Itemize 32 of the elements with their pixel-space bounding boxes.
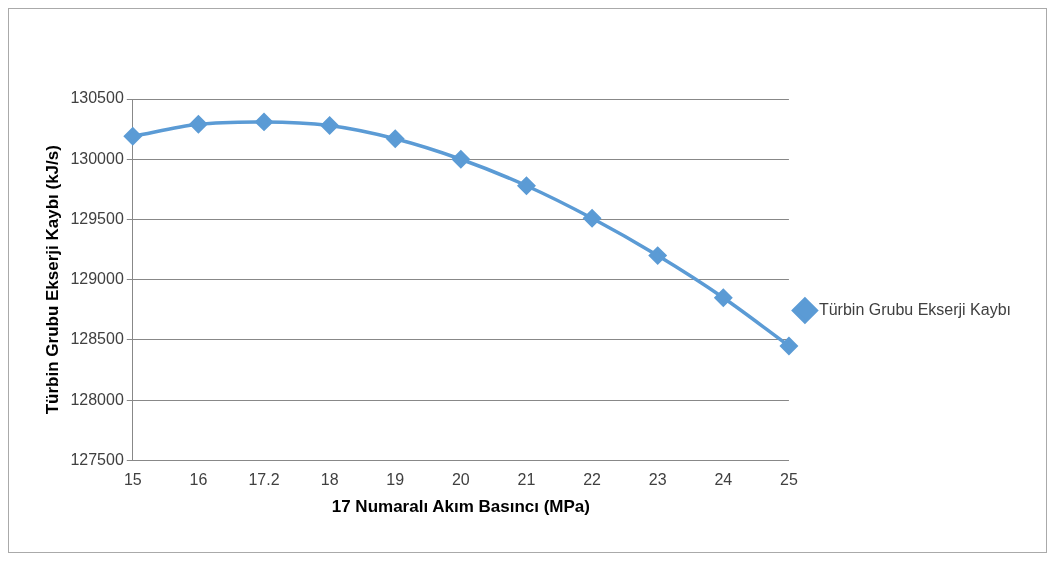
x-tick-label: 25	[780, 471, 798, 489]
y-tick-label: 130500	[70, 89, 124, 107]
point	[583, 209, 601, 228]
point	[452, 150, 470, 168]
legend-label: Türbin Grubu Ekserji Kaybı	[818, 300, 1011, 318]
x-tick-label: 22	[583, 471, 602, 489]
point	[517, 176, 536, 195]
y-axis-title: Türbin Grubu Ekserji Kaybı (kJ/s)	[42, 145, 62, 415]
y-tick-label: 127500	[70, 450, 124, 468]
point	[320, 116, 339, 135]
point	[780, 337, 798, 355]
x-tick-label: 24	[714, 471, 733, 489]
x-tick-label: 17.2	[248, 471, 280, 489]
x-tick-label: 18	[320, 471, 339, 489]
x-tick-label: 16	[189, 471, 208, 489]
point	[124, 127, 142, 146]
x-tick-label: 21	[517, 471, 536, 489]
x-axis-title: 17 Numaralı Akım Basıncı (MPa)	[331, 497, 590, 517]
y-tick-label: 128000	[70, 390, 124, 408]
y-tick-label: 129500	[70, 209, 124, 227]
point	[386, 130, 404, 148]
x-tick-label: 20	[451, 471, 470, 489]
point	[255, 113, 273, 131]
y-tick-label: 130000	[70, 149, 124, 167]
y-tick-label: 129000	[70, 270, 124, 288]
y-tick-label: 128500	[70, 330, 124, 348]
point	[648, 246, 667, 265]
x-tick-label: 23	[648, 471, 667, 489]
point	[189, 115, 208, 134]
x-tick-label: 19	[386, 471, 405, 489]
point	[714, 289, 733, 307]
x-tick-label: 15	[123, 471, 142, 489]
